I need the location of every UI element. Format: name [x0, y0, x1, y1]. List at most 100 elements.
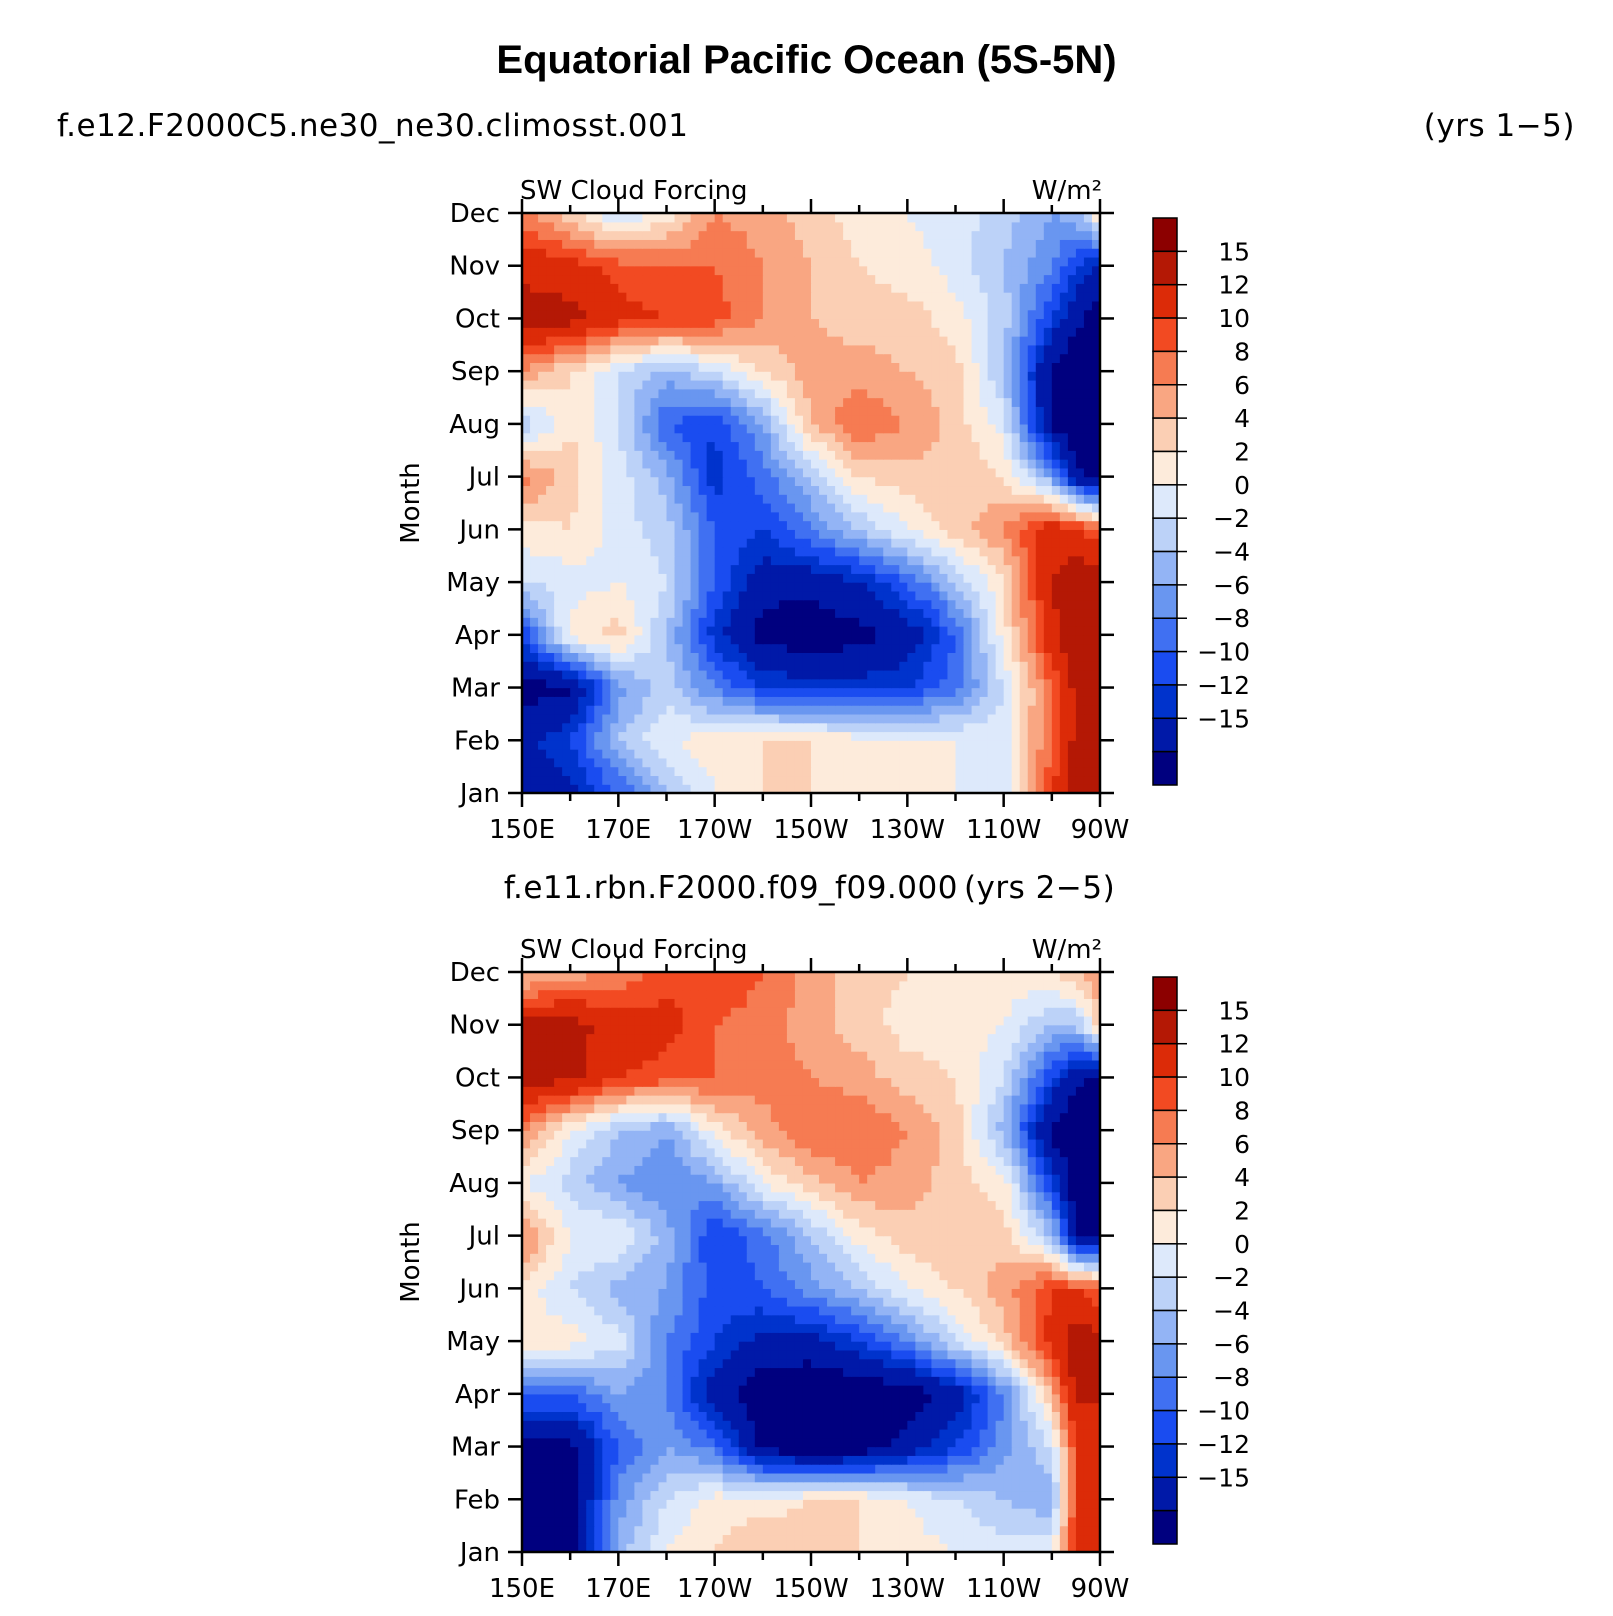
field-cell	[522, 626, 531, 636]
field-cell	[642, 661, 652, 671]
field-cell	[1035, 678, 1045, 689]
field-cell	[770, 661, 780, 671]
field-cell	[1075, 749, 1085, 759]
field-cell	[714, 669, 724, 680]
field-cell	[867, 661, 876, 671]
field-cell	[971, 775, 981, 785]
field-cell	[931, 705, 941, 715]
field-cell	[578, 652, 587, 662]
field-cell	[618, 643, 627, 653]
field-cell	[546, 766, 555, 777]
field-cell	[618, 713, 627, 724]
field-cell	[923, 749, 933, 759]
field-cell	[730, 669, 740, 680]
field-cell	[642, 643, 652, 653]
field-cell	[690, 626, 700, 636]
field-cell	[698, 766, 708, 777]
field-cell	[658, 757, 668, 768]
field-cell	[682, 687, 692, 697]
field-cell	[987, 713, 997, 724]
field-cell	[1067, 687, 1077, 697]
field-cell	[835, 634, 844, 645]
field-cell	[634, 749, 644, 759]
field-cell	[762, 696, 772, 706]
field-cell	[690, 766, 700, 777]
field-cell	[522, 740, 531, 750]
field-cell	[594, 661, 603, 671]
field-cell	[722, 757, 732, 768]
field-cell	[754, 705, 764, 715]
field-cell	[714, 731, 724, 741]
field-cell	[1003, 634, 1013, 645]
field-cell	[1051, 766, 1061, 777]
field-cell	[522, 705, 531, 715]
field-cell	[827, 626, 836, 636]
field-cell	[1091, 678, 1101, 689]
field-cell	[778, 696, 788, 706]
field-cell	[634, 696, 644, 706]
field-cell	[1075, 669, 1085, 680]
field-cell	[618, 634, 627, 645]
field-cell	[554, 766, 563, 777]
field-cell	[802, 1534, 812, 1544]
field-cell	[1051, 740, 1061, 750]
field-cell	[642, 722, 652, 733]
field-cell	[666, 652, 676, 662]
field-cell	[538, 617, 547, 627]
field-cell	[1019, 722, 1029, 733]
field-cell	[554, 784, 563, 794]
field-cell	[875, 705, 884, 715]
field-cell	[923, 731, 933, 741]
field-cell	[522, 652, 531, 662]
field-cell	[570, 775, 579, 785]
field-cell	[859, 687, 868, 697]
field-cell	[690, 696, 700, 706]
field-cell	[867, 731, 876, 741]
field-cell	[578, 661, 587, 671]
field-cell	[698, 634, 708, 645]
field-cell	[859, 784, 868, 794]
field-cell	[530, 678, 539, 689]
field-cell	[802, 661, 812, 671]
field-cell	[682, 678, 692, 689]
field-cell	[658, 661, 668, 671]
field-cell	[859, 713, 868, 724]
field-cell	[602, 766, 611, 777]
field-cell	[1075, 722, 1085, 733]
field-cell	[754, 784, 764, 794]
field-cell	[706, 661, 716, 671]
field-cell	[835, 740, 844, 750]
field-cell	[586, 687, 595, 697]
field-cell	[530, 669, 539, 680]
field-cell	[738, 626, 748, 636]
field-cell	[554, 687, 563, 697]
field-cell	[1043, 784, 1053, 794]
field-cell	[714, 652, 724, 662]
field-cell	[706, 705, 716, 715]
field-cell	[554, 705, 563, 715]
field-cell	[778, 643, 788, 653]
field-cell	[762, 713, 772, 724]
field-cell	[955, 775, 965, 785]
field-cell	[987, 757, 997, 768]
field-cell	[851, 713, 860, 724]
field-cell	[722, 696, 732, 706]
field-cell	[827, 643, 836, 653]
field-cell	[602, 731, 611, 741]
field-cell	[602, 722, 611, 733]
field-cell	[634, 678, 644, 689]
field-cell	[827, 713, 836, 724]
field-cell	[1027, 784, 1037, 794]
field-cell	[530, 740, 539, 750]
field-cell	[835, 722, 844, 733]
field-cell	[658, 643, 668, 653]
field-cell	[530, 626, 539, 636]
field-cell	[738, 713, 748, 724]
field-cell	[1059, 626, 1069, 636]
field-cell	[714, 678, 724, 689]
field-cell	[546, 757, 555, 768]
field-cell	[754, 626, 764, 636]
field-cell	[674, 731, 684, 741]
field-cell	[971, 766, 981, 777]
field-cell	[674, 784, 684, 794]
